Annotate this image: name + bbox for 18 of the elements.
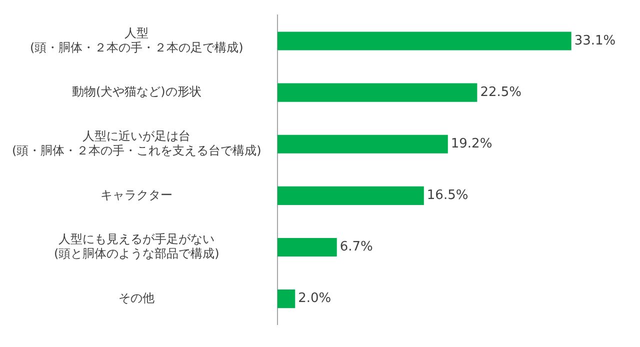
- y-tick-label: その他: [118, 290, 155, 305]
- y-tick-label: 人型に近いが足は台 (頭・胴体・２本の手・これを支える台で構成): [12, 129, 262, 158]
- bar: [277, 186, 424, 205]
- bar: [277, 290, 296, 308]
- data-label: 2.0%: [298, 291, 332, 306]
- y-tick-label: 人型にも見えるが手足がない (頭と胴体のような部品で構成): [54, 232, 220, 261]
- data-label: 22.5%: [480, 84, 522, 100]
- data-label: 6.7%: [340, 240, 373, 255]
- y-tick-label: 動物(犬や猫など)の形状: [72, 84, 202, 99]
- y-tick-label: 人型 (頭・胴体・２本の手・２本の足で構成): [30, 26, 244, 54]
- bar: [277, 83, 478, 102]
- bar: [277, 32, 572, 50]
- bar: [277, 238, 337, 257]
- y-tick-label: キャラクター: [100, 188, 173, 202]
- data-label: 19.2%: [450, 136, 492, 152]
- bar: [277, 134, 448, 154]
- data-label: 33.1%: [574, 33, 616, 48]
- data-label: 16.5%: [426, 188, 468, 204]
